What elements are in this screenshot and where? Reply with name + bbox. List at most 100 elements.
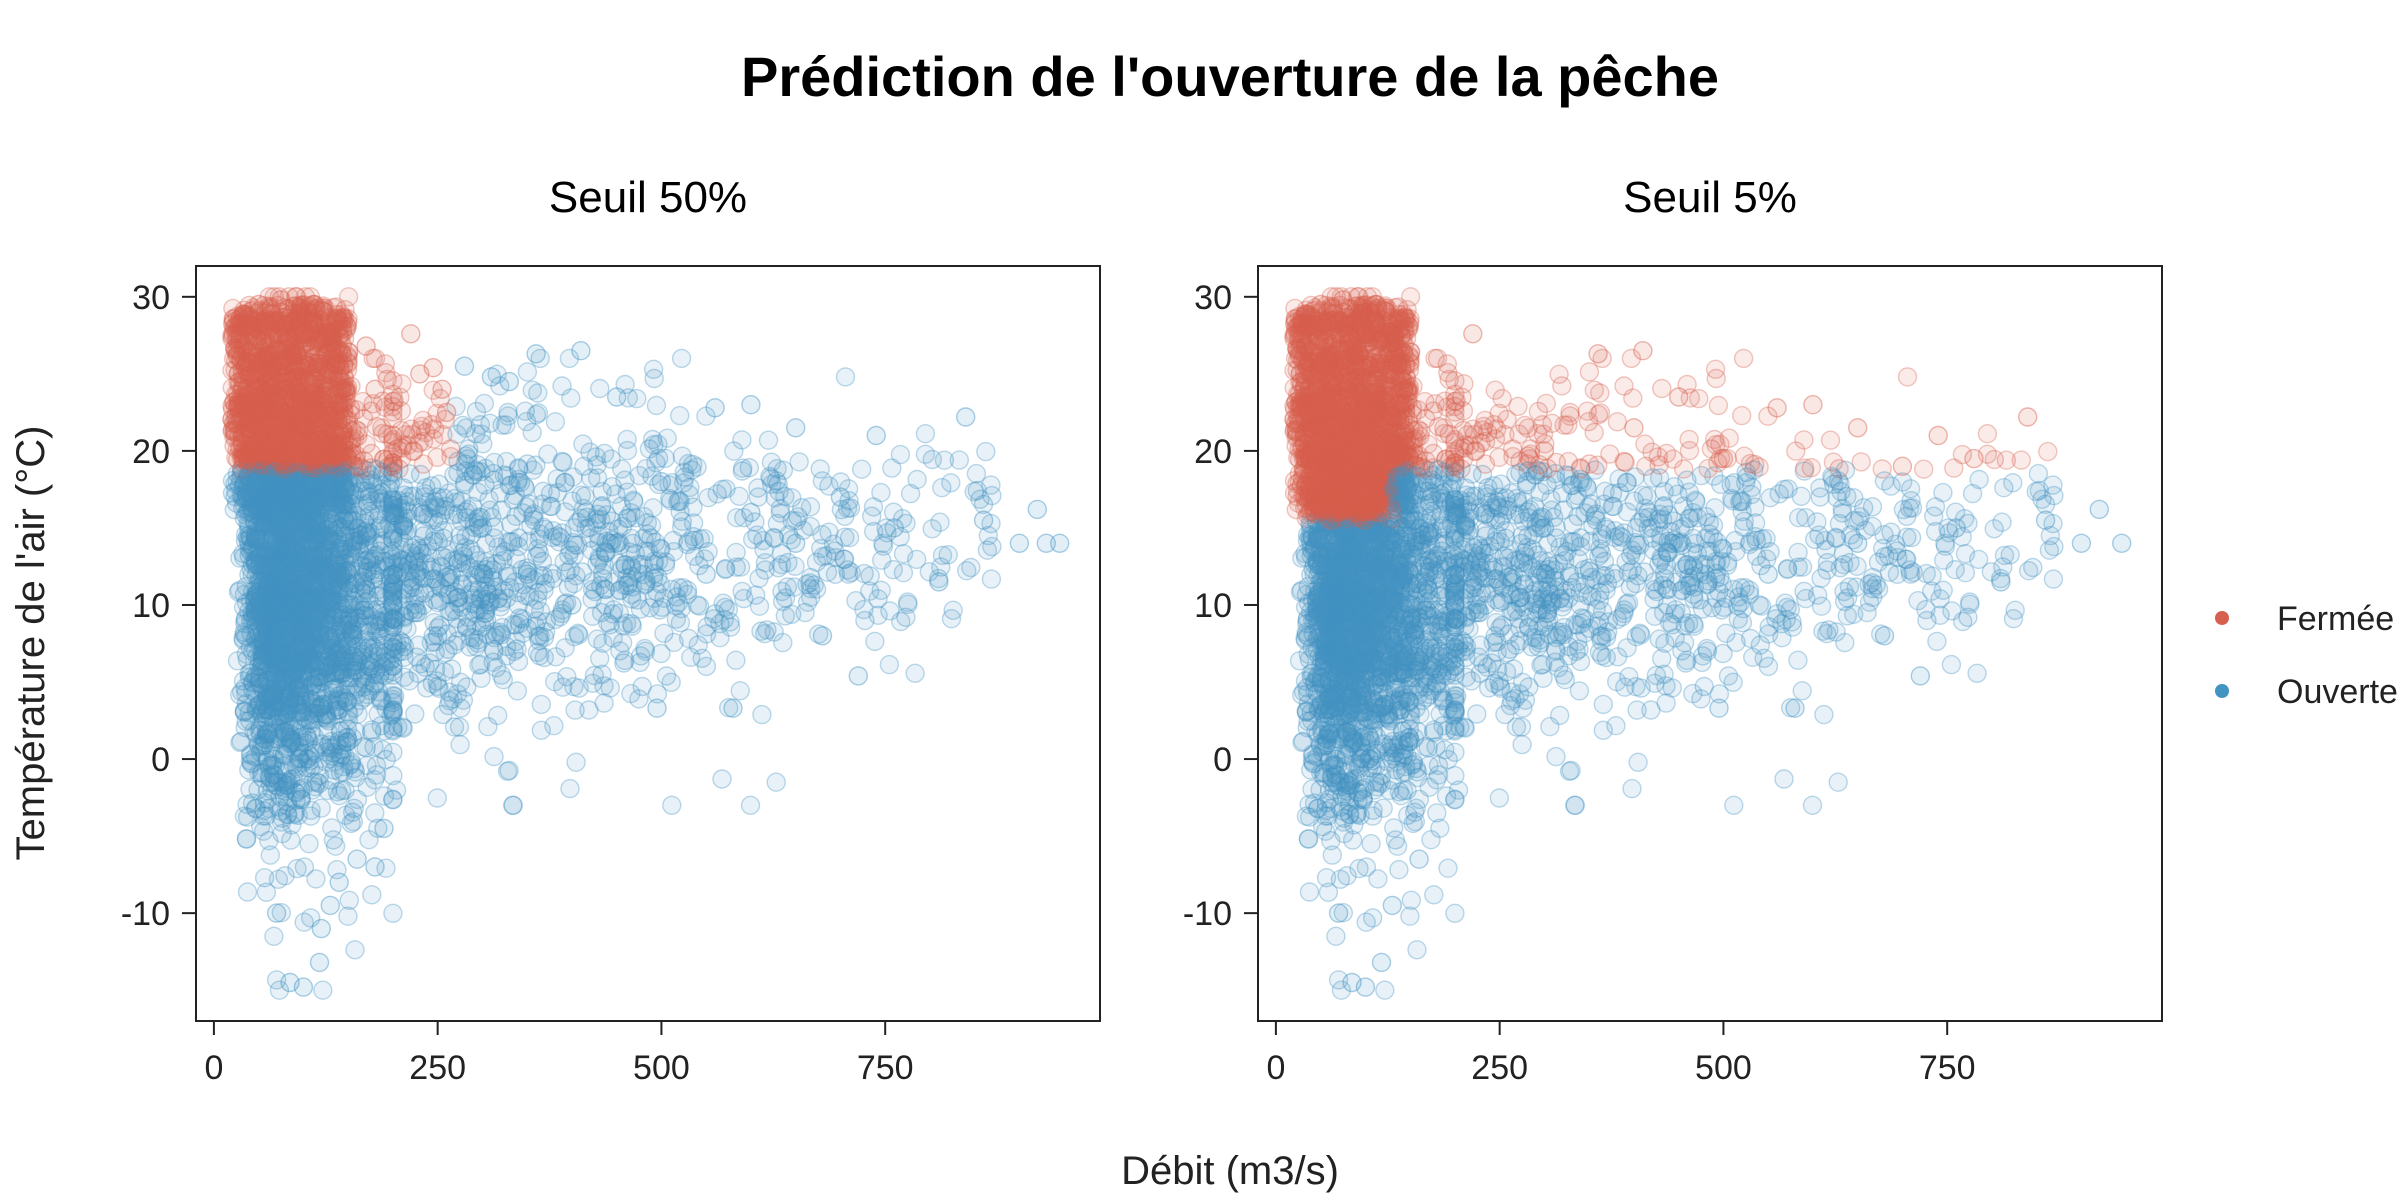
point-fermee bbox=[327, 395, 347, 415]
point-ouverte bbox=[563, 467, 583, 487]
point-ouverte bbox=[590, 648, 610, 669]
point-fermee bbox=[306, 426, 326, 446]
point-ouverte bbox=[262, 503, 282, 524]
point-ouverte bbox=[302, 675, 323, 695]
point-ouverte bbox=[277, 526, 297, 547]
point-ouverte bbox=[484, 746, 504, 767]
point-ouverte bbox=[328, 583, 348, 604]
point-ouverte bbox=[276, 527, 297, 548]
point-ouverte bbox=[327, 689, 348, 709]
point-ouverte bbox=[267, 656, 287, 676]
point-ouverte bbox=[345, 660, 366, 681]
panel-left-title: Seuil 50% bbox=[549, 173, 747, 222]
point-ouverte bbox=[277, 704, 297, 724]
point-ouverte bbox=[765, 488, 785, 508]
point-ouverte bbox=[298, 731, 319, 751]
point-fermee bbox=[256, 404, 277, 424]
point-ouverte bbox=[393, 532, 414, 552]
point-ouverte bbox=[254, 695, 275, 715]
point-ouverte bbox=[345, 607, 366, 627]
point-ouverte bbox=[281, 830, 301, 850]
point-ouverte bbox=[271, 652, 292, 672]
point-ouverte bbox=[270, 787, 290, 807]
point-ouverte bbox=[868, 589, 888, 609]
point-ouverte bbox=[460, 627, 481, 647]
point-ouverte bbox=[319, 630, 339, 650]
point-ouverte bbox=[292, 752, 313, 773]
point-ouverte bbox=[970, 489, 990, 509]
point-ouverte bbox=[538, 444, 558, 464]
point-ouverte bbox=[252, 736, 273, 756]
point-ouverte bbox=[865, 631, 885, 652]
point-ouverte bbox=[484, 641, 504, 661]
point-ouverte bbox=[450, 734, 470, 755]
point-ouverte bbox=[282, 602, 303, 623]
point-ouverte bbox=[819, 522, 839, 542]
point-ouverte bbox=[367, 599, 387, 620]
point-ouverte bbox=[259, 632, 279, 652]
point-ouverte bbox=[275, 629, 295, 650]
point-ouverte bbox=[678, 628, 699, 649]
point-ouverte bbox=[339, 890, 359, 910]
point-ouverte bbox=[533, 566, 553, 586]
point-fermee bbox=[320, 356, 341, 376]
point-ouverte bbox=[800, 573, 820, 593]
point-ouverte bbox=[751, 621, 771, 641]
point-ouverte bbox=[782, 511, 802, 531]
point-ouverte bbox=[506, 631, 526, 652]
point-ouverte bbox=[257, 638, 277, 658]
point-ouverte bbox=[268, 691, 288, 711]
point-fermee bbox=[286, 442, 306, 463]
point-fermee bbox=[264, 434, 285, 454]
point-ouverte bbox=[258, 686, 278, 707]
point-ouverte bbox=[289, 623, 310, 643]
point-ouverte bbox=[328, 557, 348, 577]
point-ouverte bbox=[240, 744, 261, 764]
point-ouverte bbox=[278, 727, 299, 747]
point-ouverte bbox=[451, 552, 472, 573]
point-ouverte bbox=[462, 573, 483, 593]
point-ouverte bbox=[266, 482, 286, 502]
panel-left-plot-area bbox=[222, 287, 1070, 1000]
point-ouverte bbox=[307, 480, 327, 501]
point-ouverte bbox=[277, 468, 297, 488]
point-ouverte bbox=[334, 548, 355, 569]
point-ouverte bbox=[961, 557, 981, 578]
point-ouverte bbox=[414, 568, 434, 588]
point-ouverte bbox=[261, 478, 281, 498]
point-ouverte bbox=[269, 526, 289, 546]
point-ouverte bbox=[283, 567, 303, 587]
point-ouverte bbox=[938, 545, 958, 565]
point-ouverte bbox=[517, 362, 538, 382]
point-fermee bbox=[278, 454, 298, 475]
point-fermee bbox=[384, 391, 404, 411]
point-ouverte bbox=[292, 587, 312, 607]
point-ouverte bbox=[670, 405, 690, 426]
point-ouverte bbox=[785, 556, 805, 576]
point-ouverte bbox=[509, 608, 530, 628]
point-ouverte bbox=[656, 666, 677, 686]
point-ouverte bbox=[337, 614, 357, 635]
point-fermee bbox=[325, 394, 345, 415]
point-ouverte bbox=[284, 463, 305, 483]
point-ouverte bbox=[966, 463, 987, 484]
point-ouverte bbox=[359, 589, 379, 610]
point-ouverte bbox=[254, 500, 274, 521]
point-ouverte bbox=[560, 778, 580, 799]
point-ouverte bbox=[287, 660, 307, 680]
point-ouverte bbox=[243, 486, 264, 506]
point-ouverte bbox=[730, 681, 750, 701]
point-ouverte bbox=[359, 506, 379, 526]
point-ouverte bbox=[237, 502, 258, 523]
point-ouverte bbox=[271, 536, 291, 557]
point-ouverte bbox=[507, 681, 528, 701]
point-fermee bbox=[264, 324, 284, 345]
point-ouverte bbox=[646, 395, 667, 416]
point-ouverte bbox=[369, 518, 390, 538]
point-ouverte bbox=[915, 424, 936, 444]
point-ouverte bbox=[299, 647, 319, 667]
point-ouverte bbox=[934, 450, 955, 470]
point-ouverte bbox=[348, 677, 368, 697]
point-ouverte bbox=[277, 703, 297, 723]
point-ouverte bbox=[311, 560, 331, 580]
